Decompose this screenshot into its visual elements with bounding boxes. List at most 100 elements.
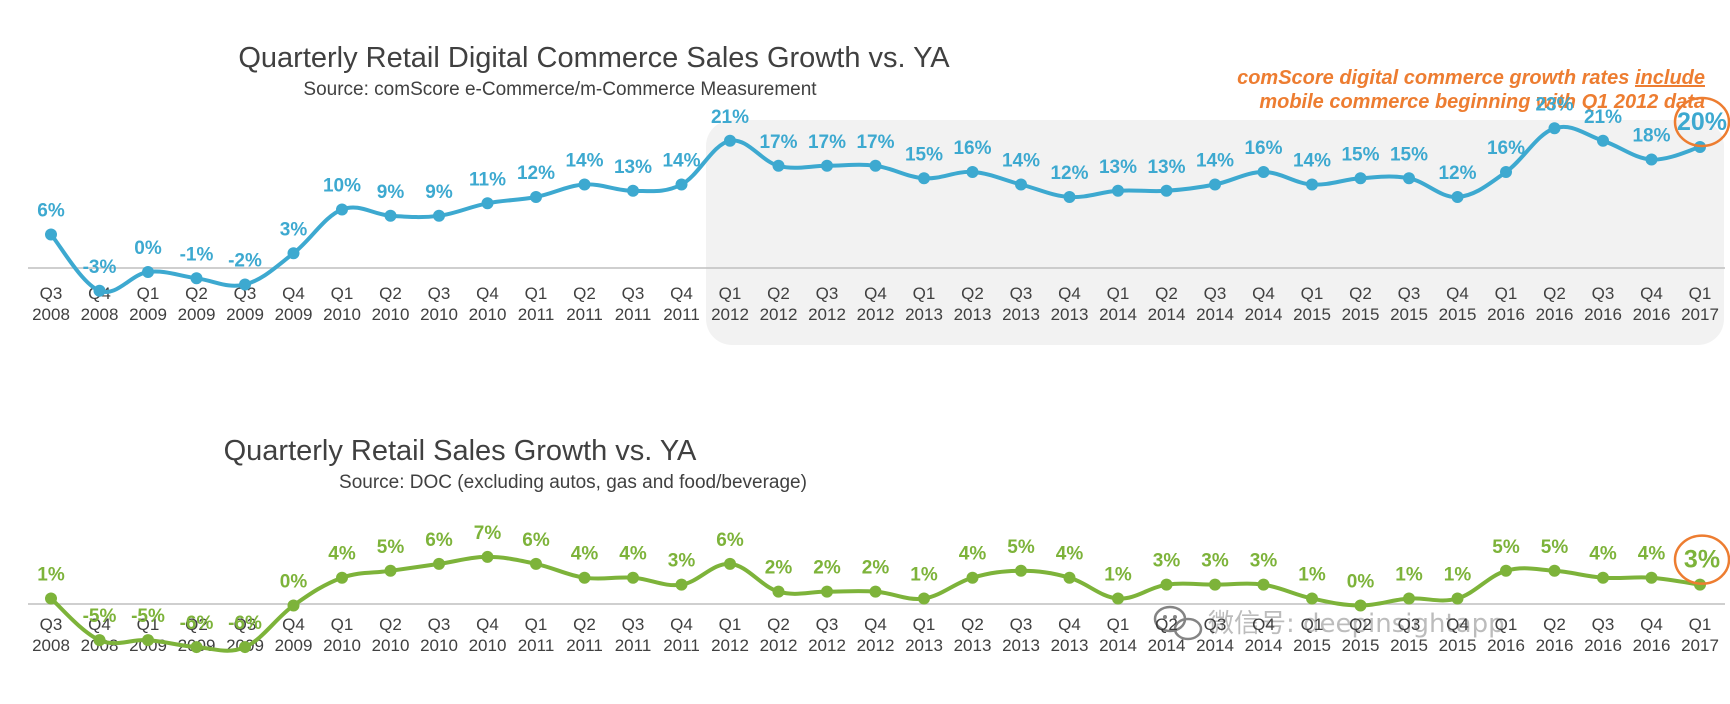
data-label: 14% bbox=[565, 151, 603, 172]
data-label: 5% bbox=[1492, 537, 1520, 558]
x-tick-quarter: Q4 bbox=[88, 615, 111, 634]
data-label: 15% bbox=[905, 144, 943, 165]
data-point bbox=[918, 592, 930, 605]
data-labels: 6% -3% 0% -1% -2% 3% 10% 9% 9% 11% 12% 14% 13% 14% 21%… bbox=[37, 94, 1727, 278]
x-tick-year: 2009 bbox=[275, 636, 313, 655]
data-label: 11% bbox=[469, 169, 506, 190]
x-tick-quarter: Q1 bbox=[1495, 284, 1518, 303]
data-label: 6% bbox=[425, 530, 453, 551]
x-tick-year: 2014 bbox=[1245, 305, 1283, 324]
chart-subtitle: Source: DOC (excluding autos, gas and fo… bbox=[339, 472, 807, 493]
data-point bbox=[1160, 578, 1173, 591]
x-tick-quarter: Q3 bbox=[622, 615, 645, 634]
x-tick-quarter: Q4 bbox=[1058, 615, 1081, 634]
data-point bbox=[530, 191, 542, 203]
x-tick-year: 2009 bbox=[275, 305, 313, 324]
data-label: 16% bbox=[1487, 138, 1525, 159]
data-point bbox=[336, 203, 348, 216]
data-point bbox=[869, 585, 882, 598]
data-label: 4% bbox=[1056, 544, 1084, 565]
data-point bbox=[1112, 592, 1124, 605]
data-label: 12% bbox=[517, 163, 555, 184]
data-label: 12% bbox=[1050, 163, 1088, 184]
x-tick-quarter: Q4 bbox=[282, 284, 305, 303]
x-tick-year: 2008 bbox=[32, 305, 70, 324]
data-point bbox=[45, 592, 57, 605]
x-tick-year: 2014 bbox=[1148, 636, 1186, 655]
data-point bbox=[287, 599, 300, 612]
data-point bbox=[1063, 571, 1076, 584]
data-label: 20% bbox=[1677, 108, 1727, 136]
data-point bbox=[1354, 172, 1367, 185]
data-label: 15% bbox=[1390, 144, 1428, 165]
x-tick-year: 2014 bbox=[1148, 305, 1186, 324]
x-tick-year: 2013 bbox=[905, 305, 943, 324]
data-label: -6% bbox=[180, 613, 214, 634]
data-point bbox=[481, 550, 494, 563]
data-label: -5% bbox=[131, 606, 165, 627]
data-labels: 1% -5% -5% -6% -6% 0% 4% 5% 6% 7% 6% 4% 4% 3% 6% 2% 2% 2%… bbox=[37, 523, 1720, 634]
x-tick-year: 2014 bbox=[1099, 636, 1137, 655]
x-tick-quarter: Q4 bbox=[1640, 284, 1663, 303]
data-point bbox=[1645, 153, 1658, 166]
data-label: 21% bbox=[711, 107, 749, 128]
data-label: 6% bbox=[716, 530, 744, 551]
data-point bbox=[1354, 599, 1367, 612]
data-label: 14% bbox=[1293, 151, 1331, 172]
mobile-commerce-shaded-region bbox=[706, 120, 1724, 345]
highlight-circle bbox=[1673, 534, 1730, 585]
x-tick-year: 2011 bbox=[518, 636, 555, 655]
x-tick-quarter: Q3 bbox=[1204, 615, 1227, 634]
x-tick-year: 2015 bbox=[1342, 636, 1380, 655]
data-label: 14% bbox=[662, 151, 700, 172]
data-point bbox=[287, 247, 300, 260]
watermark: 微信号: deepinsightapp bbox=[1153, 605, 1505, 641]
x-tick-quarter: Q1 bbox=[525, 284, 548, 303]
data-label: 13% bbox=[1147, 157, 1185, 178]
data-label: 7% bbox=[474, 523, 502, 544]
data-label: 16% bbox=[1244, 138, 1282, 159]
x-tick-quarter: Q2 bbox=[573, 615, 596, 634]
x-tick-year: 2012 bbox=[808, 305, 846, 324]
x-tick-quarter: Q2 bbox=[961, 615, 984, 634]
x-tick-quarter: Q2 bbox=[767, 615, 790, 634]
data-label: -5% bbox=[83, 606, 117, 627]
watermark-text: 微信号: deepinsightapp bbox=[1208, 609, 1505, 639]
data-point bbox=[239, 641, 251, 654]
x-tick-year: 2012 bbox=[857, 636, 895, 655]
data-label: 18% bbox=[1632, 126, 1670, 147]
x-tick-quarter: Q1 bbox=[913, 615, 936, 634]
data-point bbox=[627, 571, 639, 584]
x-tick-year: 2015 bbox=[1439, 636, 1477, 655]
x-tick-quarter: Q4 bbox=[1058, 284, 1081, 303]
data-label: 17% bbox=[808, 132, 846, 153]
chart-title: Quarterly Retail Digital Commerce Sales … bbox=[238, 42, 950, 74]
x-tick-year: 2016 bbox=[1487, 305, 1525, 324]
highlight-circle bbox=[1673, 96, 1730, 148]
data-point bbox=[530, 557, 542, 570]
data-point bbox=[966, 166, 979, 178]
x-tick-year: 2013 bbox=[1002, 636, 1040, 655]
x-tick-year: 2010 bbox=[323, 305, 361, 324]
x-tick-year: 2015 bbox=[1293, 305, 1331, 324]
x-tick-quarter: Q4 bbox=[476, 615, 499, 634]
x-tick-year: 2013 bbox=[954, 305, 992, 324]
data-point bbox=[433, 557, 445, 570]
x-tick-year: 2010 bbox=[420, 636, 458, 655]
x-tick-quarter: Q2 bbox=[767, 284, 790, 303]
data-point bbox=[1063, 191, 1076, 203]
data-label: 4% bbox=[1638, 544, 1666, 565]
x-tick-year: 2012 bbox=[760, 636, 798, 655]
data-point bbox=[772, 585, 785, 598]
data-point bbox=[93, 284, 106, 297]
x-tick-year: 2012 bbox=[711, 636, 749, 655]
x-tick-quarter: Q2 bbox=[185, 284, 208, 303]
x-tick-year: 2015 bbox=[1390, 636, 1428, 655]
x-tick-quarter: Q1 bbox=[1107, 615, 1130, 634]
x-tick-quarter: Q2 bbox=[379, 284, 402, 303]
data-label: 0% bbox=[134, 238, 162, 259]
data-point bbox=[1015, 178, 1027, 191]
mobile-commerce-note-line1: comScore digital commerce growth rates i… bbox=[1237, 67, 1705, 89]
x-tick-quarter: Q4 bbox=[1446, 615, 1469, 634]
x-tick-year: 2015 bbox=[1342, 305, 1380, 324]
